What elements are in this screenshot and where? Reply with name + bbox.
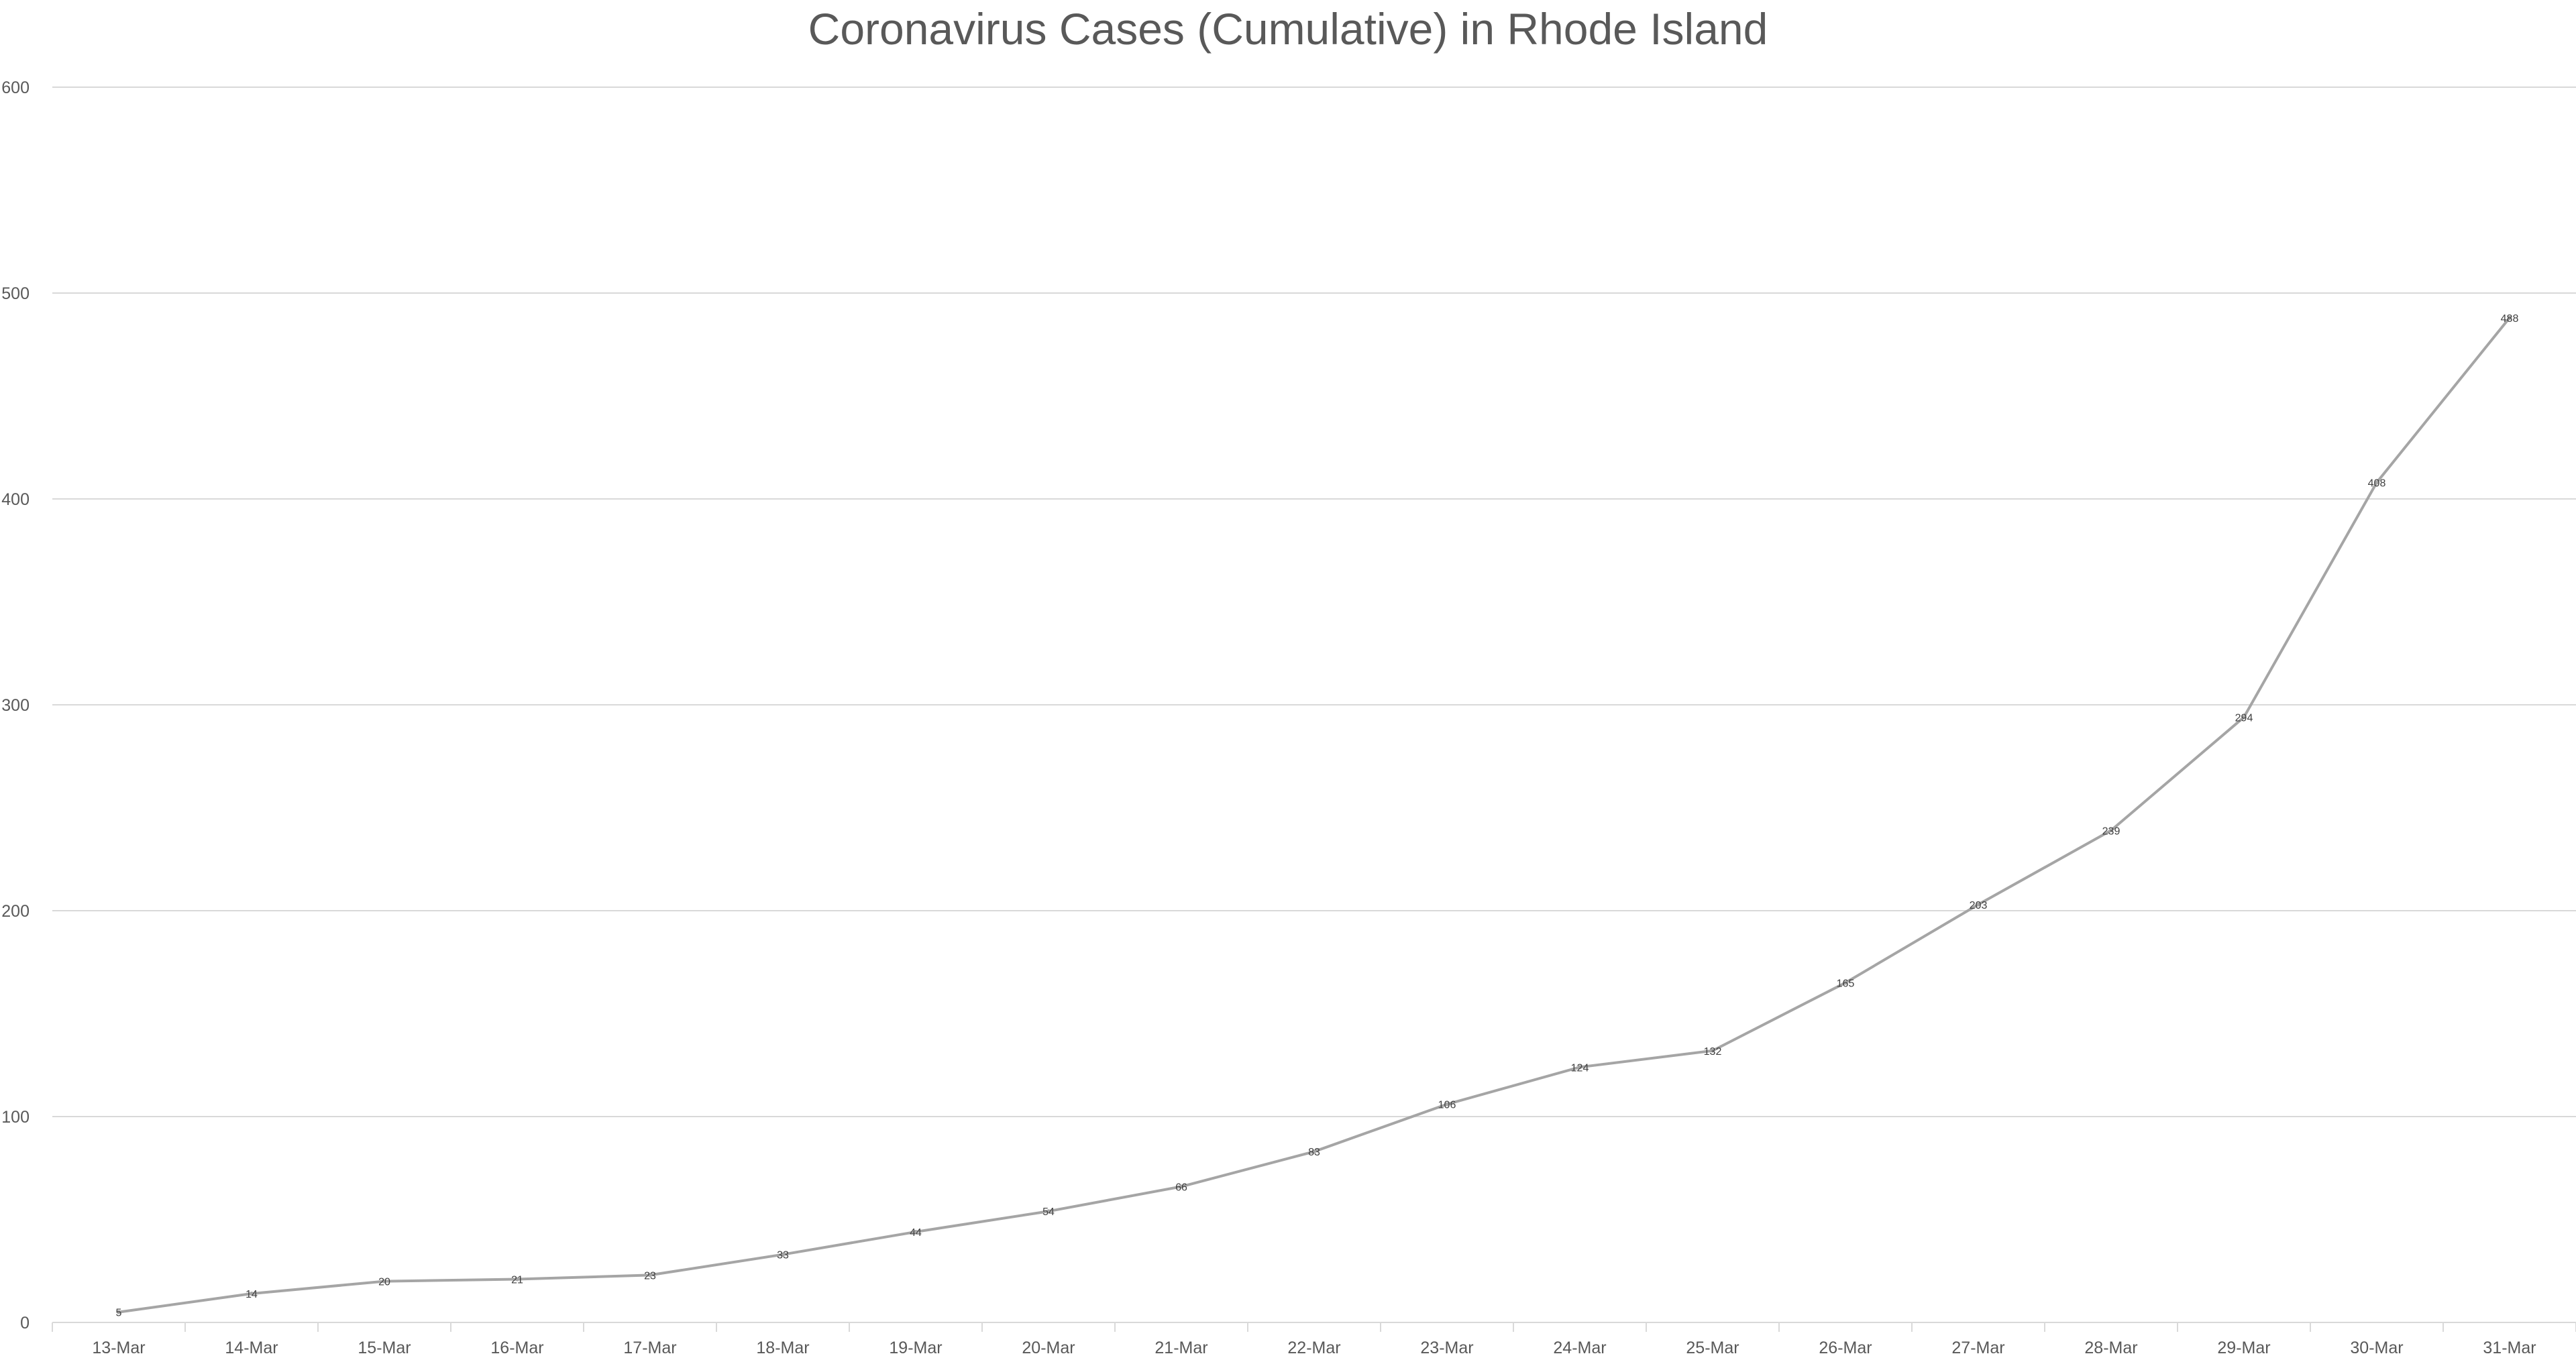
data-label: 23 [644, 1270, 656, 1282]
y-tick-label: 100 [1, 1108, 30, 1127]
x-tick-label: 16-Mar [490, 1339, 543, 1357]
data-point [2109, 828, 2113, 833]
series-line-0 [117, 316, 2511, 1314]
data-point [250, 1292, 254, 1296]
data-label: 66 [1175, 1182, 1187, 1193]
data-point [1976, 902, 1980, 907]
data-point [1046, 1209, 1051, 1214]
series-layer [117, 315, 2512, 1314]
data-label: 83 [1308, 1147, 1320, 1158]
x-tick-label: 23-Mar [1420, 1339, 1473, 1357]
y-tick-label: 400 [1, 490, 30, 509]
data-label: 488 [2501, 313, 2519, 325]
data-point [1312, 1149, 1316, 1154]
data-point [781, 1252, 785, 1257]
y-tick-label: 500 [1, 284, 30, 303]
x-tick-label: 29-Mar [2217, 1339, 2270, 1357]
x-tick-label: 22-Mar [1287, 1339, 1340, 1357]
x-tick-label: 14-Mar [225, 1339, 278, 1357]
gridlines [52, 87, 2576, 1117]
x-tick-label: 25-Mar [1686, 1339, 1739, 1357]
x-tick-label: 20-Mar [1022, 1339, 1075, 1357]
data-point [1711, 1048, 1715, 1053]
data-label: 203 [1970, 900, 1988, 911]
data-label: 124 [1571, 1062, 1589, 1074]
x-tick-label: 26-Mar [1819, 1339, 1872, 1357]
x-tick-label: 27-Mar [1951, 1339, 2004, 1357]
data-label: 54 [1042, 1206, 1055, 1218]
data-labels: 5 14 20 21 23 33 44 54 66 83 106 124 132 165 203 239 294… [116, 313, 2519, 1319]
x-tick-label: 30-Mar [2350, 1339, 2403, 1357]
x-tick-label: 28-Mar [2084, 1339, 2137, 1357]
data-label: 14 [246, 1289, 258, 1300]
data-point [2242, 715, 2246, 720]
data-point [1445, 1102, 1449, 1107]
x-tick-label: 15-Mar [358, 1339, 411, 1357]
x-tick-label: 18-Mar [756, 1339, 809, 1357]
y-tick-label: 600 [1, 78, 30, 97]
data-label: 20 [378, 1277, 390, 1288]
data-point [1179, 1184, 1183, 1189]
tick-labels: 0 100 200 300 400 500 600 13-Mar 14-Mar 15-Mar 16-… [1, 78, 2536, 1357]
x-tick-label: 24-Mar [1553, 1339, 1606, 1357]
data-label: 239 [2102, 826, 2121, 837]
data-point [117, 1310, 121, 1314]
data-point [515, 1277, 519, 1282]
x-tick-label: 13-Mar [92, 1339, 145, 1357]
data-point [2375, 480, 2379, 485]
y-tick-label: 0 [20, 1314, 30, 1333]
data-label: 106 [1438, 1100, 1456, 1111]
data-label: 21 [511, 1275, 523, 1286]
data-label: 33 [777, 1250, 789, 1261]
data-label: 165 [1837, 978, 1855, 989]
data-label: 408 [2368, 477, 2386, 489]
data-label: 44 [910, 1227, 922, 1239]
data-label: 294 [2235, 712, 2253, 724]
data-point [2508, 315, 2512, 320]
x-tick-label: 17-Mar [623, 1339, 676, 1357]
data-point [1843, 980, 1847, 985]
data-point [914, 1229, 918, 1234]
chart-title: Coronavirus Cases (Cumulative) in Rhode … [808, 4, 1768, 54]
data-label: 5 [116, 1308, 122, 1319]
x-tick-label: 21-Mar [1155, 1339, 1208, 1357]
x-tick-label: 19-Mar [889, 1339, 942, 1357]
y-tick-label: 200 [1, 902, 30, 921]
data-point [1578, 1065, 1582, 1070]
x-tick-label: 31-Mar [2483, 1339, 2536, 1357]
data-label: 132 [1704, 1046, 1722, 1058]
data-point [648, 1273, 652, 1278]
data-point [382, 1279, 386, 1284]
y-tick-label: 300 [1, 696, 30, 715]
axes [52, 1322, 2576, 1332]
